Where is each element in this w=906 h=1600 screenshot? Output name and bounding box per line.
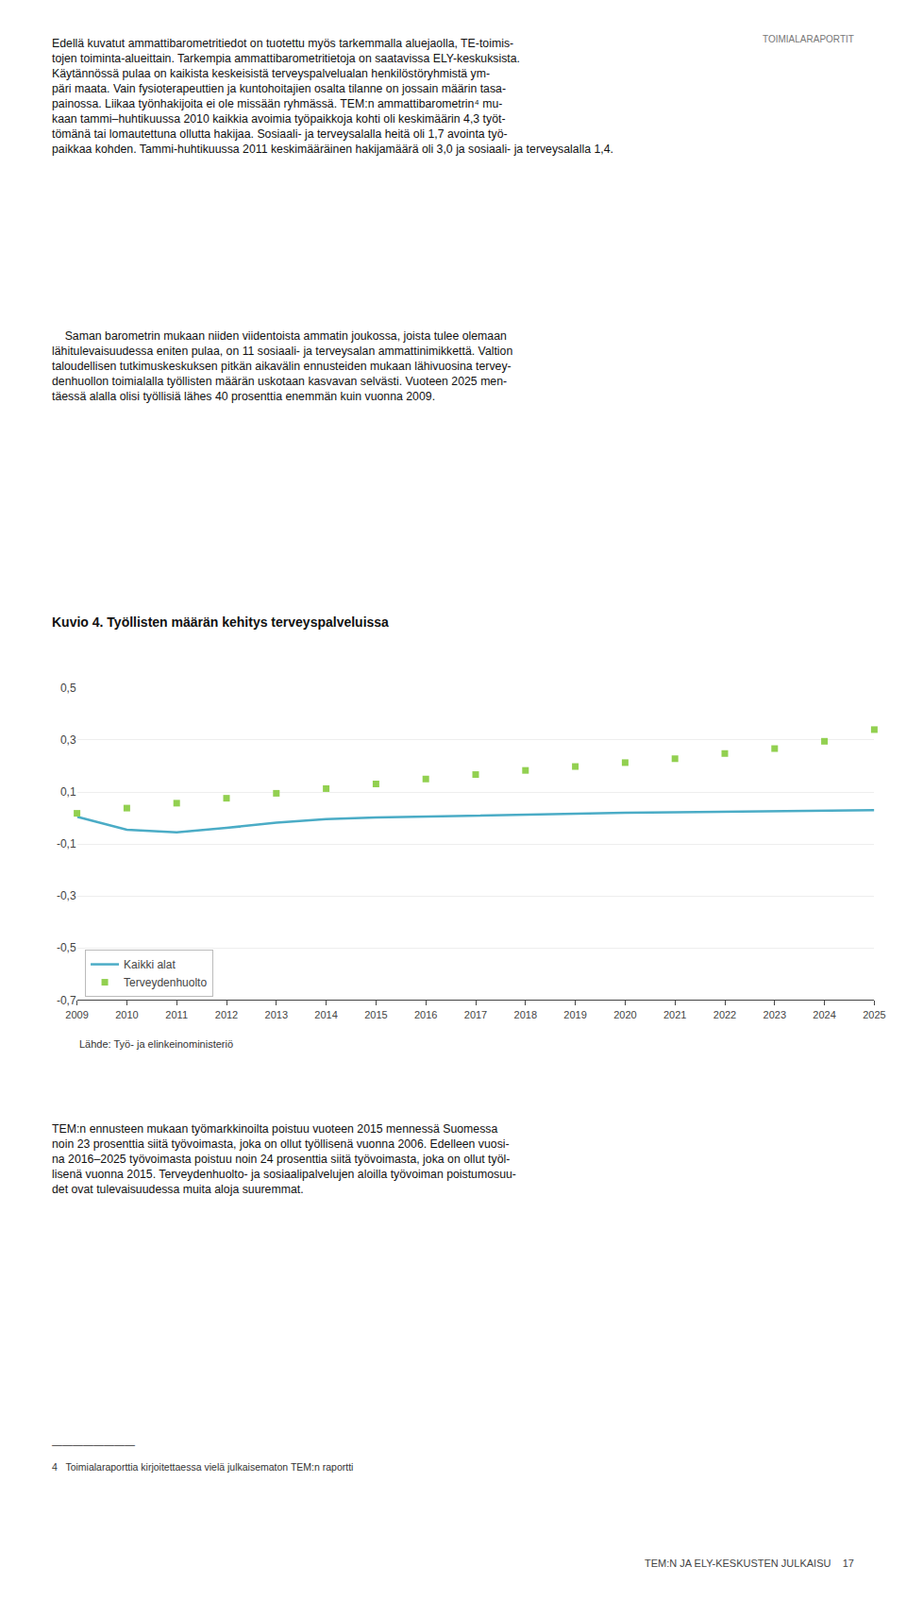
svg-text:Kuvio 4. Työllisten määrän keh: Kuvio 4. Työllisten määrän kehitys terve… [51, 614, 389, 630]
svg-text:Kaikki alat: Kaikki alat [123, 957, 176, 972]
svg-text:2017: 2017 [464, 1008, 487, 1021]
svg-text:Lähde: Työ- ja elinkeinominist: Lähde: Työ- ja elinkeinoministeriö [79, 1038, 234, 1050]
svg-text:TEM:n ennusteen mukaan työmark: TEM:n ennusteen mukaan työmarkkinoilta p… [51, 1122, 517, 1196]
svg-text:————————: ———————— [51, 1438, 135, 1450]
svg-text:0,5: 0,5 [60, 681, 77, 695]
svg-text:2011: 2011 [165, 1008, 188, 1021]
svg-text:2022: 2022 [713, 1008, 737, 1021]
svg-text:-0,3: -0,3 [56, 889, 77, 903]
svg-text:TOIMIALARAPORTIT: TOIMIALARAPORTIT [762, 33, 855, 45]
svg-text:2010: 2010 [115, 1008, 138, 1021]
svg-text:2018: 2018 [514, 1008, 537, 1021]
svg-text:-0,7: -0,7 [56, 993, 77, 1007]
svg-text:2014: 2014 [314, 1008, 337, 1021]
svg-text:2024: 2024 [812, 1008, 836, 1021]
svg-text:2019: 2019 [563, 1008, 587, 1021]
svg-text:TEM:N JA ELY-KESKUSTEN JULKAIS: TEM:N JA ELY-KESKUSTEN JULKAISU 17 [644, 1557, 855, 1569]
svg-text:2012: 2012 [215, 1008, 238, 1021]
svg-text:0,1: 0,1 [60, 785, 77, 799]
svg-text:2016: 2016 [414, 1008, 437, 1021]
svg-text:2020: 2020 [613, 1008, 637, 1021]
svg-text:2009: 2009 [65, 1008, 88, 1021]
svg-text:-0,1: -0,1 [56, 837, 77, 851]
svg-text:0,3: 0,3 [60, 733, 77, 747]
svg-text:2013: 2013 [265, 1008, 288, 1021]
svg-text:2025: 2025 [862, 1008, 886, 1021]
svg-text:Saman barometrin mukaan niiden: Saman barometrin mukaan niiden viidentoi… [51, 329, 513, 403]
svg-text:-0,5: -0,5 [56, 940, 77, 955]
svg-text:2015: 2015 [364, 1008, 387, 1021]
svg-text:2023: 2023 [763, 1008, 787, 1021]
svg-text:Edellä kuvatut ammattibarometr: Edellä kuvatut ammattibarometritiedot on… [51, 36, 614, 156]
svg-text:Terveydenhuolto: Terveydenhuolto [123, 975, 207, 990]
svg-text:2021: 2021 [663, 1008, 687, 1021]
svg-text:4 Toimialaraporttia kirjoite: 4 Toimialaraporttia kirjoitettaessa viel… [51, 1460, 353, 1473]
